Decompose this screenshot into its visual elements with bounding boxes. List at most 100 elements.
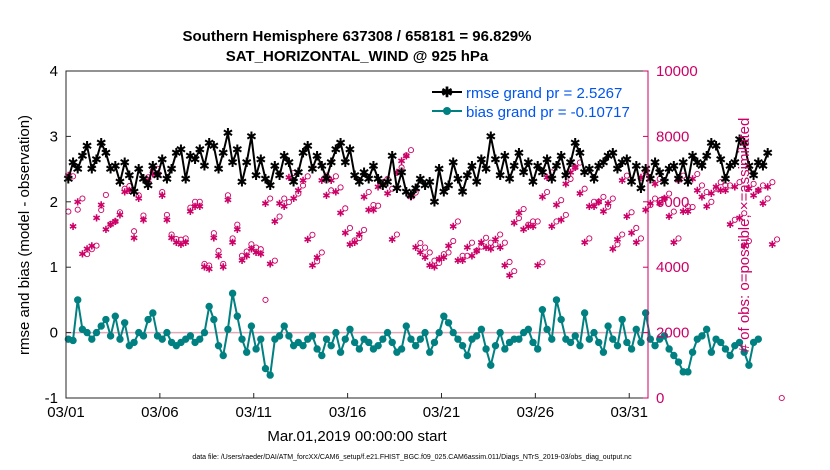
rmse-point: ✱ bbox=[161, 172, 172, 187]
rmse-point: ✱ bbox=[288, 176, 299, 191]
rmse-line bbox=[67, 132, 769, 203]
obs-assimilated-point: ✱ bbox=[632, 238, 640, 249]
bias-point bbox=[482, 345, 490, 353]
legend-bias-label: bias grand pr = -0.10717 bbox=[466, 104, 630, 121]
x-tick-label: 03/21 bbox=[423, 404, 461, 421]
bias-point bbox=[102, 315, 110, 324]
bias-point bbox=[548, 335, 556, 343]
bias-point bbox=[308, 332, 317, 340]
rmse-point: ✱ bbox=[298, 146, 309, 161]
rmse-point: ✱ bbox=[448, 156, 459, 171]
rmse-point: ✱ bbox=[176, 143, 187, 158]
obs-assimilated-point: ✱ bbox=[130, 233, 138, 244]
rmse-point: ✱ bbox=[762, 146, 773, 161]
bias-point bbox=[698, 332, 706, 340]
rmse-point: ✱ bbox=[743, 159, 754, 174]
obs-possible-point bbox=[168, 231, 175, 238]
rmse-point: ✱ bbox=[368, 159, 379, 174]
rmse-point: ✱ bbox=[706, 136, 717, 151]
rmse-point: ✱ bbox=[481, 163, 492, 178]
obs-possible-point bbox=[454, 218, 461, 225]
obs-assimilated-point: ✱ bbox=[243, 251, 251, 262]
obs-assimilated-point: ✱ bbox=[768, 240, 776, 251]
bias-point bbox=[515, 335, 523, 343]
bias-point bbox=[397, 345, 406, 353]
obs-assimilated-point: ✱ bbox=[92, 214, 100, 225]
bias-point bbox=[228, 289, 237, 298]
obs-assimilated-point: ✱ bbox=[440, 253, 448, 264]
rmse-point: ✱ bbox=[157, 153, 168, 168]
rmse-point: ✱ bbox=[729, 156, 740, 171]
rmse-point: ✱ bbox=[124, 169, 135, 184]
legend: ✱ rmse grand pr = 2.5267 bias grand pr =… bbox=[428, 80, 648, 126]
rmse-point: ✱ bbox=[255, 153, 266, 168]
obs-assimilated-point: ✱ bbox=[224, 196, 232, 207]
obs-possible-point bbox=[309, 231, 316, 238]
rmse-point: ✱ bbox=[664, 163, 675, 178]
rmse-point: ✱ bbox=[68, 156, 79, 171]
bias-point bbox=[745, 361, 753, 369]
rmse-point: ✱ bbox=[636, 182, 647, 197]
obs-assimilated-point: ✱ bbox=[369, 205, 377, 216]
obs-assimilated-point: ✱ bbox=[210, 233, 218, 244]
obs-possible-point bbox=[473, 247, 480, 254]
obs-possible-point bbox=[375, 202, 382, 209]
rmse-point: ✱ bbox=[382, 176, 393, 191]
rmse-point: ✱ bbox=[532, 159, 543, 174]
obs-possible-point bbox=[69, 173, 77, 180]
bias-point bbox=[83, 328, 91, 337]
obs-assimilated-point: ✱ bbox=[388, 235, 396, 246]
bias-point bbox=[435, 328, 443, 337]
obs-possible-point bbox=[346, 224, 354, 232]
obs-assimilated-point: ✱ bbox=[707, 189, 715, 200]
obs-assimilated-point: ✱ bbox=[228, 238, 236, 249]
obs-possible-point bbox=[88, 246, 95, 253]
rmse-point: ✱ bbox=[227, 156, 238, 171]
obs-assimilated-point: ✱ bbox=[97, 201, 105, 212]
rmse-point: ✱ bbox=[180, 172, 191, 187]
obs-assimilated-point: ✱ bbox=[341, 228, 349, 239]
bias-point bbox=[674, 358, 683, 366]
x-tick-label: 03/16 bbox=[329, 404, 367, 421]
rmse-point: ✱ bbox=[593, 159, 604, 174]
bias-point bbox=[379, 335, 387, 343]
obs-assimilated-point: ✱ bbox=[599, 207, 607, 218]
obs-possible-point bbox=[304, 173, 311, 180]
obs-assimilated-point: ✱ bbox=[167, 233, 175, 244]
bias-point bbox=[702, 325, 711, 334]
x-tick-label: 03/06 bbox=[141, 404, 179, 421]
obs-possible-point bbox=[670, 208, 677, 215]
rmse-point: ✱ bbox=[194, 143, 205, 158]
obs-assimilated-point: ✱ bbox=[158, 191, 166, 202]
bias-point bbox=[200, 328, 209, 337]
obs-assimilated-point: ✱ bbox=[496, 243, 504, 254]
bias-point bbox=[322, 335, 331, 343]
rmse-point: ✱ bbox=[213, 163, 224, 178]
bias-point bbox=[224, 325, 232, 334]
obs-assimilated-point: ✱ bbox=[318, 176, 326, 187]
obs-assimilated-point: ✱ bbox=[397, 156, 405, 167]
obs-possible-point bbox=[778, 394, 785, 402]
bias-point bbox=[92, 328, 101, 337]
obs-assimilated-point: ✱ bbox=[740, 241, 748, 252]
obs-assimilated-point: ✱ bbox=[759, 199, 767, 210]
obs-assimilated-point: ✱ bbox=[280, 202, 288, 213]
bias-point bbox=[411, 341, 420, 350]
bias-point bbox=[238, 335, 246, 343]
obs-possible-point bbox=[121, 185, 128, 192]
rmse-point: ✱ bbox=[579, 166, 590, 181]
obs-assimilated-point: ✱ bbox=[327, 176, 335, 187]
obs-assimilated-point: ✱ bbox=[487, 245, 495, 256]
obs-possible-point bbox=[267, 195, 274, 202]
obs-assimilated-point: ✱ bbox=[374, 183, 382, 194]
rmse-point: ✱ bbox=[86, 163, 97, 178]
obs-assimilated-point: ✱ bbox=[519, 225, 527, 236]
rmse-point: ✱ bbox=[410, 182, 421, 197]
bias-point bbox=[566, 338, 575, 347]
obs-assimilated-point: ✱ bbox=[534, 261, 542, 272]
obs-possible-point bbox=[506, 258, 513, 266]
obs-possible-point bbox=[93, 242, 100, 249]
rmse-point: ✱ bbox=[668, 159, 679, 174]
obs-possible-point bbox=[572, 164, 579, 171]
